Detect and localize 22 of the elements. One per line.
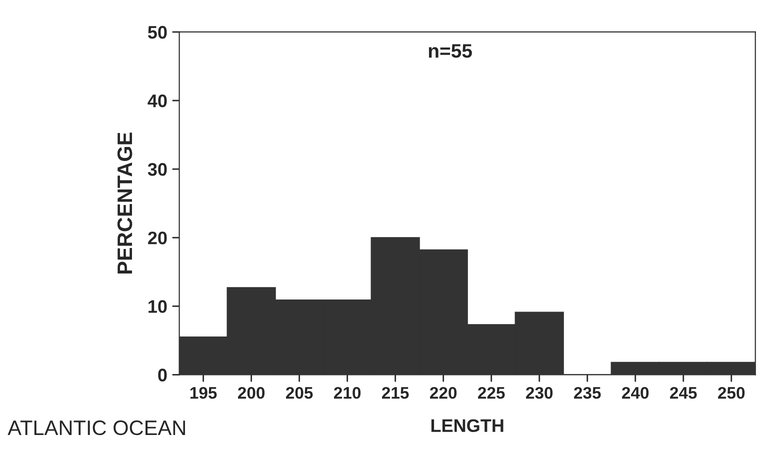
y-tick-label: 40 <box>148 94 167 108</box>
text: ATLANTIC OCEAN <box>8 420 185 436</box>
x-tick-label: 195 <box>190 386 217 399</box>
y-axis-title: PERCENTAGE <box>117 132 132 274</box>
y-tick-label: 30 <box>148 163 167 176</box>
x-tick-label: 230 <box>526 386 553 399</box>
x-tick-label: 220 <box>430 386 457 399</box>
y-tick-label: 50 <box>148 26 167 39</box>
annotation: n=55 <box>428 44 472 58</box>
y-tick-label: 0 <box>158 368 167 382</box>
x-axis-title: LENGTH <box>431 419 504 432</box>
x-tick-label: 225 <box>478 386 505 399</box>
x-tick-label: 210 <box>334 386 361 399</box>
x-tick-label: 250 <box>718 386 745 399</box>
y-tick-label: 20 <box>148 232 167 244</box>
x-tick-label: 215 <box>382 386 409 399</box>
x-tick-label: 235 <box>574 386 601 399</box>
x-tick-label: 200 <box>238 386 265 399</box>
x-tick-label: 245 <box>670 386 697 399</box>
y-tick-label: 10 <box>148 300 167 313</box>
x-tick-label: 240 <box>622 386 649 399</box>
x-tick-label: 205 <box>286 386 313 399</box>
